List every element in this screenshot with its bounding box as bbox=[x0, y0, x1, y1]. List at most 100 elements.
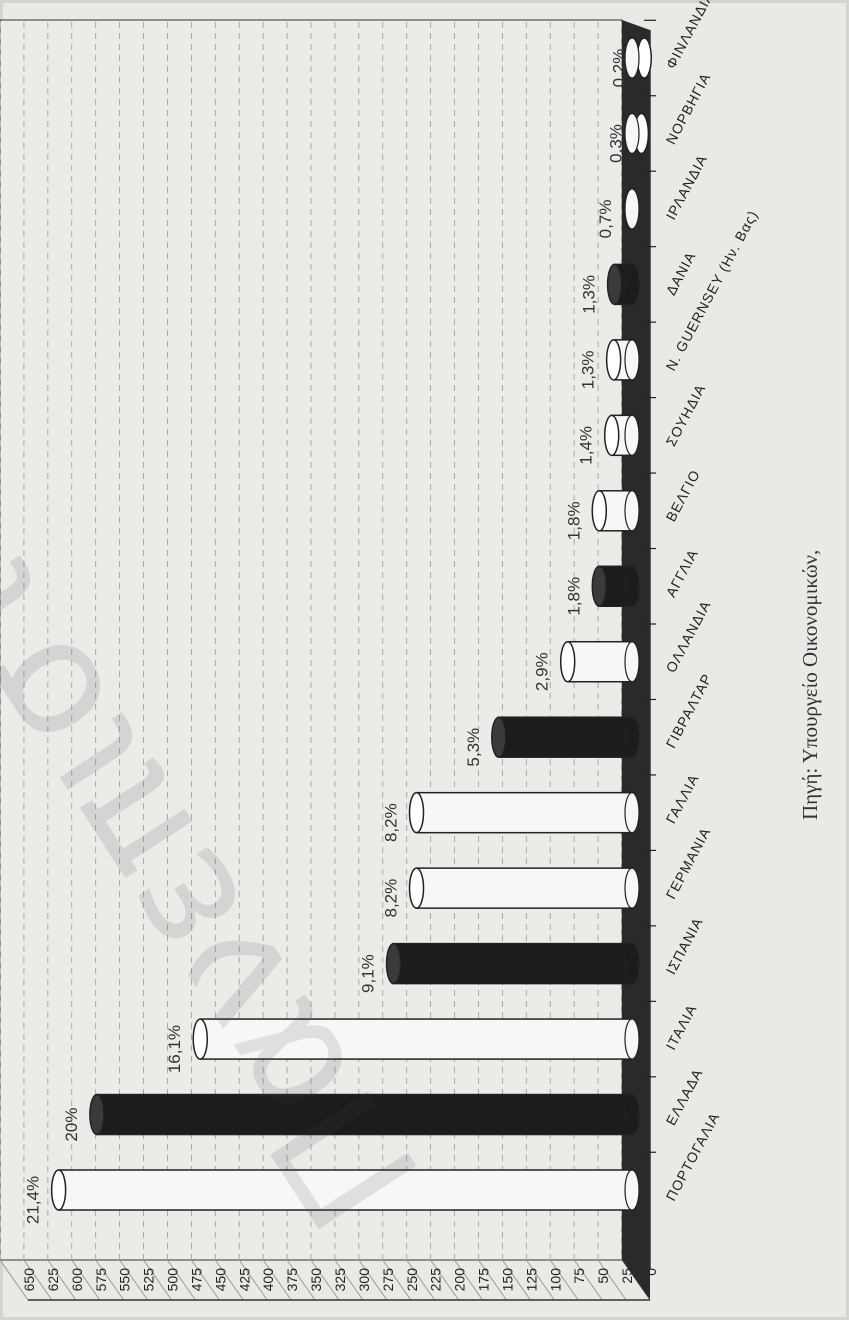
bar-bottom-cap bbox=[624, 414, 640, 456]
bar bbox=[415, 867, 633, 909]
bar-top-cap bbox=[591, 490, 608, 532]
data-label: 1,8% bbox=[564, 577, 583, 616]
grid-diagonal bbox=[47, 1259, 77, 1301]
y-tick-label: 175 bbox=[476, 1268, 492, 1292]
bar bbox=[392, 942, 633, 985]
bar-bottom-cap bbox=[624, 339, 640, 381]
y-tick-label: 200 bbox=[452, 1268, 468, 1292]
grid-diagonal bbox=[167, 1259, 196, 1301]
y-tick-label: 450 bbox=[212, 1268, 228, 1292]
data-label: 9,1% bbox=[359, 954, 378, 993]
grid-diagonal bbox=[95, 1259, 125, 1301]
grid-diagonal bbox=[214, 1259, 244, 1301]
y-tick-label: 650 bbox=[21, 1268, 37, 1292]
grid-diagonal bbox=[358, 1259, 388, 1301]
bar-bottom-cap bbox=[624, 490, 640, 532]
grid-diagonal bbox=[262, 1259, 292, 1301]
grid-diagonal bbox=[454, 1259, 483, 1301]
bar bbox=[415, 791, 633, 834]
data-label: 8,2% bbox=[382, 879, 401, 918]
bar-bottom-cap bbox=[624, 716, 640, 758]
x-category-label: ΓΕΡΜΑΝΙΑ bbox=[663, 825, 714, 902]
grid-diagonal bbox=[238, 1259, 268, 1301]
bar-top-cap bbox=[559, 640, 576, 683]
data-label: 2,9% bbox=[533, 652, 552, 691]
grid-diagonal bbox=[573, 1259, 603, 1301]
source-note: Πηγή: Υπουργείο Οικονομικών, bbox=[798, 549, 822, 820]
data-label: 21,4% bbox=[24, 1176, 43, 1224]
bar-bottom-cap bbox=[624, 188, 640, 230]
y-tick-label: 575 bbox=[93, 1268, 109, 1292]
bar-bottom-cap bbox=[624, 37, 640, 79]
x-category-label: ΝΟΡΒΗΓΙΑ bbox=[663, 70, 714, 147]
x-category-label: ΑΓΓΛΙΑ bbox=[663, 546, 702, 599]
y-tick-label: 425 bbox=[236, 1268, 252, 1292]
y-tick-label: 475 bbox=[188, 1268, 204, 1292]
y-tick-label: 500 bbox=[165, 1268, 181, 1292]
bar-top-cap bbox=[408, 867, 425, 909]
bar-top-cap bbox=[591, 565, 608, 608]
grid-diagonal bbox=[334, 1259, 364, 1301]
grid-diagonal bbox=[71, 1259, 101, 1301]
grid-diagonal bbox=[406, 1259, 436, 1301]
y-tick-label: 525 bbox=[141, 1268, 157, 1292]
grid-diagonal bbox=[23, 1259, 53, 1301]
grid-diagonal bbox=[382, 1259, 412, 1301]
bar-top-cap bbox=[605, 339, 622, 381]
bar-bottom-cap bbox=[624, 263, 640, 306]
grid-diagonal bbox=[549, 1259, 579, 1301]
data-label: 1,3% bbox=[579, 350, 598, 389]
data-label: 0,2% bbox=[609, 49, 628, 88]
grid-diagonal bbox=[478, 1259, 507, 1301]
bar bbox=[96, 1093, 633, 1136]
bar-bottom-cap bbox=[624, 943, 640, 985]
y-tick-label: 400 bbox=[260, 1268, 276, 1292]
x-category-label: ΓΑΛΛΙΑ bbox=[663, 771, 702, 826]
grid-diagonal bbox=[286, 1259, 316, 1301]
x-category-label: ΟΛΛΑΝΔΙΑ bbox=[663, 598, 714, 676]
grid-diagonal bbox=[597, 1259, 627, 1301]
y-tick-label: 550 bbox=[117, 1268, 133, 1292]
grid-diagonal bbox=[190, 1259, 220, 1301]
x-category-label: ΣΟΥΗΔΙΑ bbox=[663, 381, 709, 449]
y-tick-label: 50 bbox=[595, 1268, 611, 1284]
y-tick-label: 150 bbox=[499, 1268, 515, 1292]
y-tick-label: 250 bbox=[404, 1268, 420, 1292]
bar-bottom-cap bbox=[624, 112, 640, 155]
bar-top-cap bbox=[606, 263, 623, 306]
data-label: 20% bbox=[62, 1108, 81, 1142]
bar-top-cap bbox=[603, 414, 620, 457]
bar-bottom-cap bbox=[624, 565, 640, 607]
y-tick-label: 75 bbox=[571, 1268, 587, 1284]
data-label: 0,7% bbox=[596, 200, 615, 239]
data-label: 5,3% bbox=[464, 728, 483, 767]
bar-top-cap bbox=[192, 1018, 208, 1060]
bar bbox=[199, 1018, 633, 1060]
y-tick-label: 0 bbox=[643, 1268, 659, 1276]
bar-top-cap bbox=[385, 942, 402, 985]
y-tick-label: 225 bbox=[428, 1268, 444, 1292]
y-tick-label: 100 bbox=[547, 1268, 563, 1292]
grid-diagonal bbox=[430, 1259, 460, 1301]
x-category-label: ΔΑΝΙΑ bbox=[663, 249, 699, 298]
x-category-label: ΒΕΛΓΙΟ bbox=[663, 467, 704, 524]
x-category-label: ΕΛΛΑΔΑ bbox=[663, 1066, 706, 1128]
bar bbox=[566, 640, 633, 683]
data-label: 1,4% bbox=[577, 426, 596, 465]
bar-bottom-cap bbox=[624, 792, 640, 834]
bar-bottom-cap bbox=[624, 641, 640, 683]
data-label: 0,3% bbox=[606, 124, 625, 163]
data-label: 8,2% bbox=[382, 803, 401, 842]
grid-diagonal bbox=[143, 1259, 172, 1301]
y-tick-label: 600 bbox=[69, 1268, 85, 1292]
x-category-label: ΙΡΛΑΝΔΙΑ bbox=[663, 152, 711, 223]
x-category-label: ΙΤΑΛΙΑ bbox=[663, 1001, 700, 1052]
bar-top-cap bbox=[50, 1169, 67, 1211]
x-category-label: ΓΙΒΡΑΛΤΑΡ bbox=[663, 671, 716, 751]
y-tick-label: 300 bbox=[356, 1268, 372, 1292]
y-tick-label: 350 bbox=[308, 1268, 324, 1292]
bar-top-cap bbox=[408, 791, 425, 834]
bar-bottom-cap bbox=[624, 1018, 640, 1060]
